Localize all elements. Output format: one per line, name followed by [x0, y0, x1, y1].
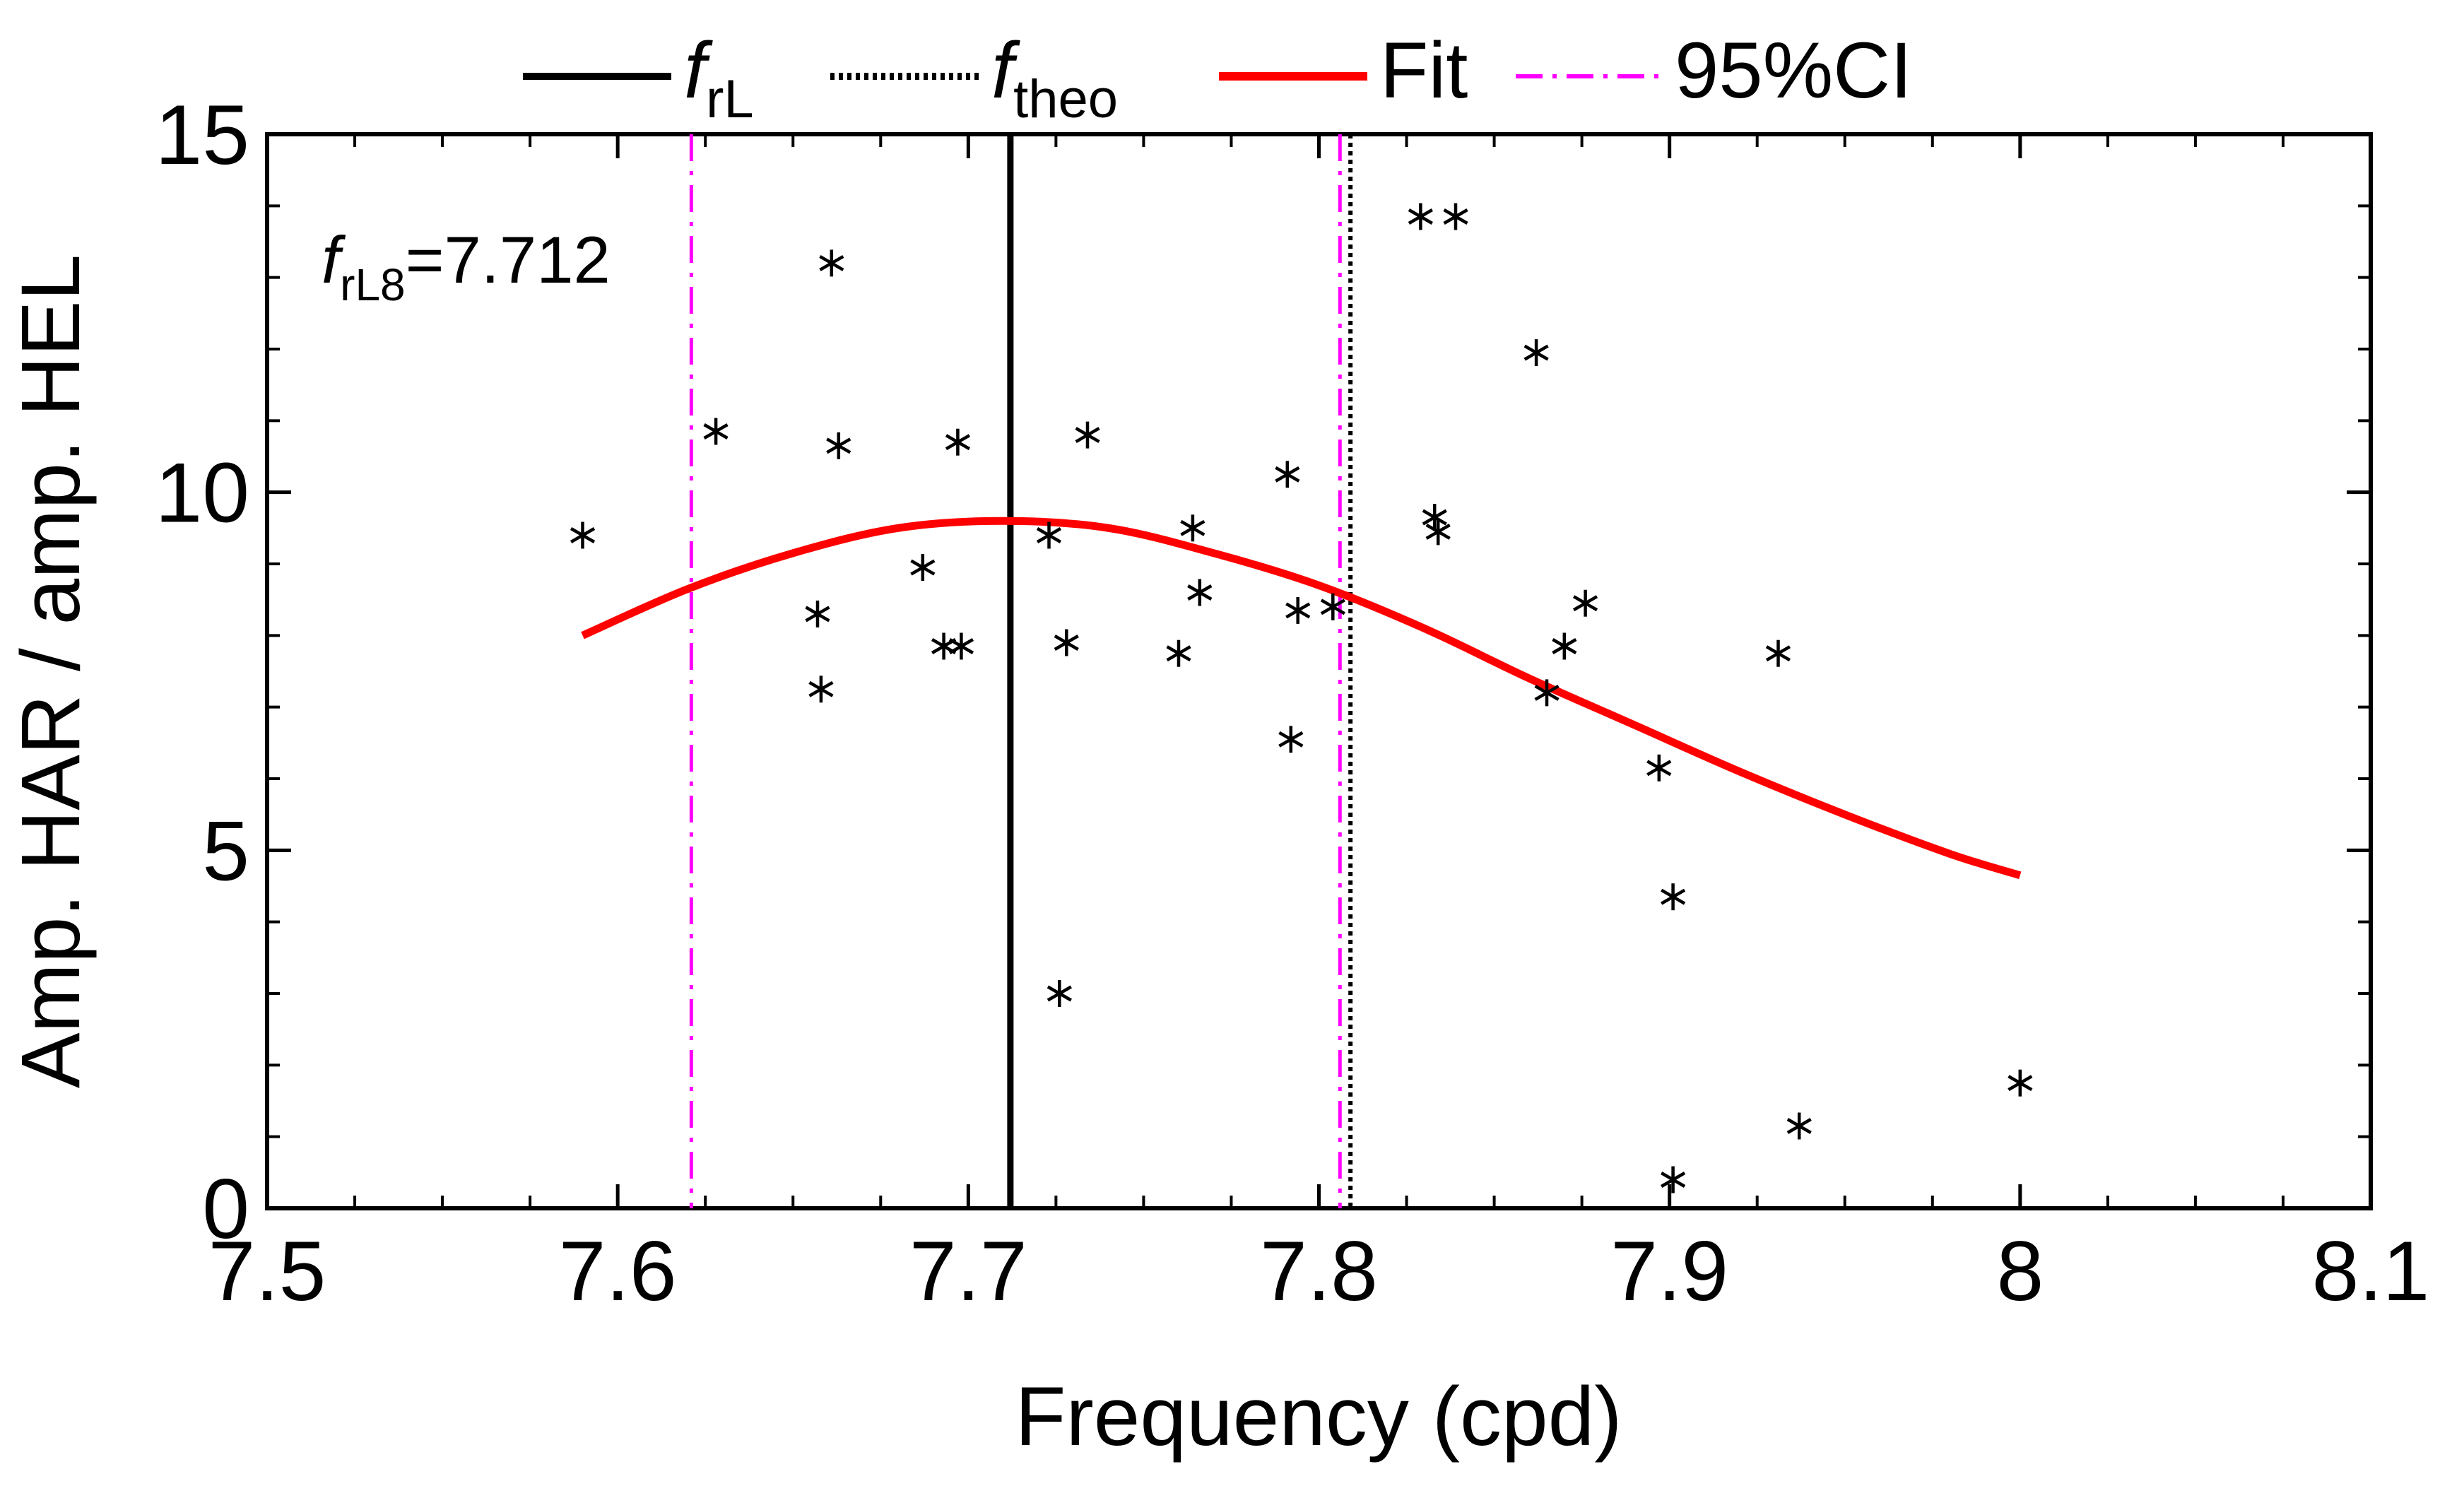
data-point	[1425, 518, 1451, 546]
data-point	[808, 676, 834, 703]
data-point	[945, 428, 971, 456]
y-tick-labels: 0 5 10 15	[155, 88, 249, 1256]
data-point	[1285, 596, 1311, 624]
data-points	[570, 203, 2033, 1193]
data-point	[1765, 639, 1791, 667]
x-tick-label: 7.6	[559, 1224, 677, 1319]
y-tick-label: 15	[155, 88, 249, 182]
ticks	[265, 132, 2373, 1210]
data-point	[805, 600, 830, 627]
frl8-annotation: frL8=7.712	[322, 223, 611, 310]
x-tick-label: 8.1	[2312, 1224, 2430, 1319]
annotation-sub: rL8	[340, 259, 406, 310]
data-point	[703, 418, 729, 445]
data-point	[1661, 883, 1686, 911]
data-point	[1523, 339, 1549, 367]
fit-curve	[581, 517, 2022, 880]
vertical-lines	[689, 134, 1353, 1208]
data-point	[1047, 980, 1072, 1007]
data-point	[1552, 632, 1577, 660]
x-axis-title: Frequency (cpd)	[1015, 1370, 1622, 1463]
data-point	[1180, 514, 1206, 542]
legend-ftheo-sub: theo	[1013, 69, 1118, 129]
data-point	[1408, 203, 1433, 230]
data-point	[931, 632, 957, 660]
y-tick-label: 5	[202, 803, 249, 898]
legend-label-ci: 95%CI	[1675, 26, 1912, 114]
y-tick-label: 10	[155, 446, 249, 541]
data-point	[570, 521, 596, 549]
data-point	[1534, 679, 1560, 707]
data-point	[1661, 1166, 1686, 1193]
legend-label-frl: frL	[684, 26, 754, 129]
x-tick-label: 7.5	[208, 1224, 326, 1319]
data-point	[1054, 629, 1079, 656]
annotation-rest: =7.712	[406, 223, 611, 297]
data-point	[910, 554, 936, 582]
data-point	[1646, 754, 1672, 782]
data-point	[948, 632, 974, 660]
y-tick-label: 0	[202, 1162, 249, 1256]
data-point	[1275, 461, 1300, 488]
x-tick-labels: 7.5 7.6 7.7 7.8 7.9 8 8.1	[208, 1224, 2430, 1319]
data-point	[1036, 521, 1062, 549]
data-point	[1320, 593, 1345, 620]
legend-frl-sub: rL	[706, 69, 754, 129]
legend-label-fit: Fit	[1380, 26, 1468, 114]
data-point	[1422, 504, 1447, 531]
data-point	[1075, 421, 1100, 449]
data-point	[826, 432, 851, 459]
legend: frL ftheo Fit 95%CI	[523, 26, 1912, 129]
fit-layer	[581, 517, 2022, 880]
y-axis-title: Amp. HAR / amp. HEL	[4, 254, 98, 1088]
x-tick-label: 8	[1996, 1224, 2044, 1319]
x-tick-label: 7.9	[1610, 1224, 1728, 1319]
legend-label-ftheo: ftheo	[991, 26, 1118, 129]
data-point	[1187, 579, 1213, 606]
data-point	[2008, 1069, 2033, 1097]
data-point	[1166, 639, 1191, 667]
data-point	[1278, 726, 1304, 753]
x-tick-label: 7.7	[909, 1224, 1027, 1319]
data-point	[819, 249, 844, 277]
x-tick-label: 7.8	[1260, 1224, 1378, 1319]
data-point	[1786, 1112, 1812, 1140]
data-point	[1443, 203, 1468, 230]
data-point	[1572, 589, 1598, 617]
